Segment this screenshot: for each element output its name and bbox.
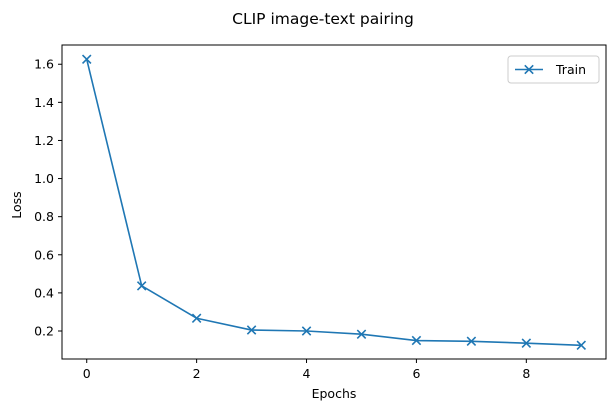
data-point-marker — [411, 335, 422, 346]
data-point-marker — [521, 338, 532, 348]
series-layer — [81, 54, 587, 351]
x-axis-label: Epochs — [312, 386, 357, 401]
y-tick-label: 0.6 — [34, 247, 54, 262]
y-tick-label: 0.2 — [34, 323, 54, 338]
data-point-marker — [191, 313, 202, 323]
y-tick-label: 0.8 — [34, 209, 54, 224]
y-axis-label: Loss — [9, 191, 24, 218]
data-point-marker — [136, 281, 147, 291]
x-axis: 0 2 4 6 8 — [83, 359, 530, 381]
y-tick-label: 1.4 — [34, 95, 54, 110]
data-point-marker — [301, 326, 312, 336]
data-point-marker — [246, 325, 257, 335]
x-tick-label: 0 — [83, 366, 91, 381]
x-tick-label: 4 — [303, 366, 311, 381]
legend-marker-x — [524, 64, 534, 75]
x-tick-label: 6 — [412, 366, 420, 381]
x-tick-label: 2 — [193, 366, 201, 381]
plot-area — [61, 44, 607, 360]
data-point-marker — [81, 54, 92, 65]
axes-frame — [61, 44, 607, 360]
legend-label-train: Train — [555, 62, 586, 77]
data-point-marker — [576, 340, 587, 351]
series-line-train — [85, 59, 582, 347]
data-point-marker — [356, 329, 367, 339]
y-tick-label: 1.0 — [34, 171, 54, 186]
data-point-marker — [466, 336, 477, 347]
x-tick-label: 8 — [522, 366, 530, 381]
chart-title: CLIP image-text pairing — [232, 10, 414, 28]
y-axis: 0.2 0.4 0.6 0.8 1.0 1.2 1.4 1.6 — [34, 57, 62, 338]
y-tick-label: 1.2 — [34, 133, 54, 148]
y-tick-label: 0.4 — [34, 285, 54, 300]
legend-box — [507, 55, 600, 84]
y-tick-label: 1.6 — [34, 57, 54, 72]
legend: Train — [507, 55, 600, 84]
